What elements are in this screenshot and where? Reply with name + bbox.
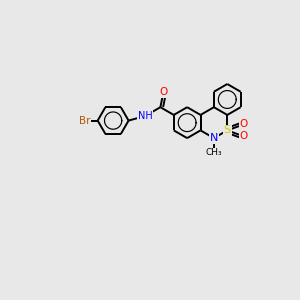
Text: O: O <box>239 131 248 141</box>
Text: S: S <box>224 125 231 135</box>
Text: NH: NH <box>138 111 152 121</box>
Text: O: O <box>239 119 248 129</box>
Text: O: O <box>159 87 167 97</box>
Text: CH₃: CH₃ <box>206 148 222 158</box>
Text: N: N <box>210 133 218 143</box>
Text: Br: Br <box>79 116 90 126</box>
